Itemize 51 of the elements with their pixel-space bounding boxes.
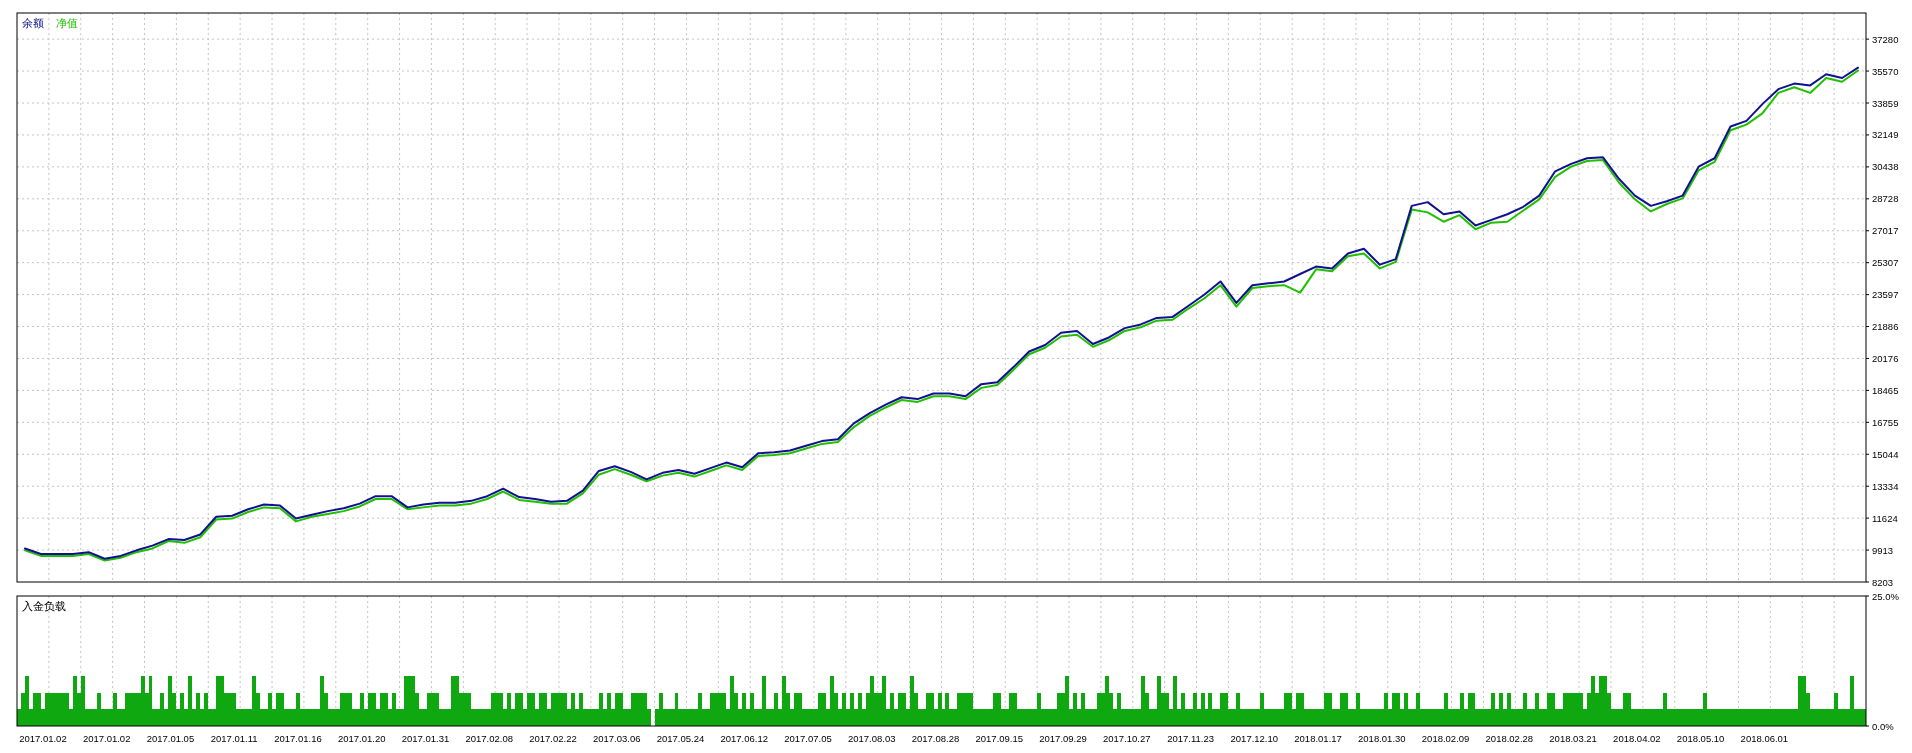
x-tick-label: 2017.05.24 (656, 732, 705, 744)
y-tick-label: 18465 (1872, 384, 1899, 396)
x-tick-label: 2018.06.01 (1740, 732, 1789, 744)
x-tick-label: 2017.12.10 (1230, 732, 1279, 744)
y-tick-label: 27017 (1872, 225, 1899, 237)
x-tick-label: 2017.01.02 (19, 732, 67, 744)
x-tick-label: 2018.01.17 (1294, 732, 1342, 744)
y-tick-label: 25307 (1872, 257, 1899, 269)
x-tick-label: 2017.09.29 (1039, 732, 1087, 744)
y-tick-label: 9913 (1872, 544, 1894, 556)
y-tick-label: 25.0% (1872, 590, 1900, 602)
x-tick-label: 2018.02.28 (1485, 732, 1534, 744)
text: 余额 (22, 17, 44, 29)
y-tick-label: 23597 (1872, 289, 1899, 301)
x-tick-label: 2017.02.08 (465, 732, 513, 744)
y-tick-label: 11624 (1872, 512, 1898, 524)
x-tick-label: 2018.04.02 (1613, 732, 1661, 744)
y-tick-label: 21886 (1872, 321, 1899, 333)
y-tick-label: 35570 (1872, 65, 1899, 77)
y-tick-label: 13334 (1872, 480, 1899, 492)
x-tick-label: 2018.01.30 (1358, 732, 1406, 744)
y-tick-label: 0.0% (1872, 720, 1895, 732)
x-tick-label: 2018.03.21 (1549, 732, 1597, 744)
y-tick-label: 20176 (1872, 352, 1899, 364)
x-tick-label: 2017.01.31 (401, 732, 450, 744)
text: 净值 (56, 17, 78, 29)
x-tick-label: 2017.01.05 (146, 732, 195, 744)
x-tick-label: 2017.01.11 (210, 732, 258, 744)
x-tick-label: 2017.01.02 (82, 732, 131, 744)
x-tick-label: 2017.01.16 (274, 732, 322, 744)
y-tick-label: 16755 (1872, 416, 1899, 428)
chart-title: 入金负载 (22, 600, 66, 612)
x-tick-label: 2017.11.23 (1167, 732, 1214, 744)
x-tick-label: 2017.02.22 (529, 732, 577, 744)
y-tick-label: 37280 (1872, 33, 1899, 45)
x-tick-label: 2018.02.09 (1421, 732, 1470, 744)
y-tick-label: 8203 (1872, 576, 1894, 588)
x-tick-label: 2017.10.27 (1103, 732, 1151, 744)
x-tick-label: 2017.08.03 (847, 732, 896, 744)
x-tick-label: 2018.05.10 (1676, 732, 1725, 744)
x-tick-label: 2017.09.15 (975, 732, 1024, 744)
x-tick-label: 2017.08.28 (911, 732, 960, 744)
x-tick-label: 2017.01.20 (337, 732, 386, 744)
y-tick-label: 33859 (1872, 97, 1899, 109)
x-tick-label: 2017.06.12 (720, 732, 769, 744)
y-tick-label: 28728 (1872, 193, 1899, 205)
y-tick-label: 32149 (1872, 129, 1899, 141)
x-tick-label: 2017.03.06 (592, 732, 641, 744)
x-tick-label: 2017.07.05 (784, 732, 832, 744)
y-tick-label: 30438 (1872, 161, 1899, 173)
y-tick-label: 15044 (1872, 448, 1899, 460)
